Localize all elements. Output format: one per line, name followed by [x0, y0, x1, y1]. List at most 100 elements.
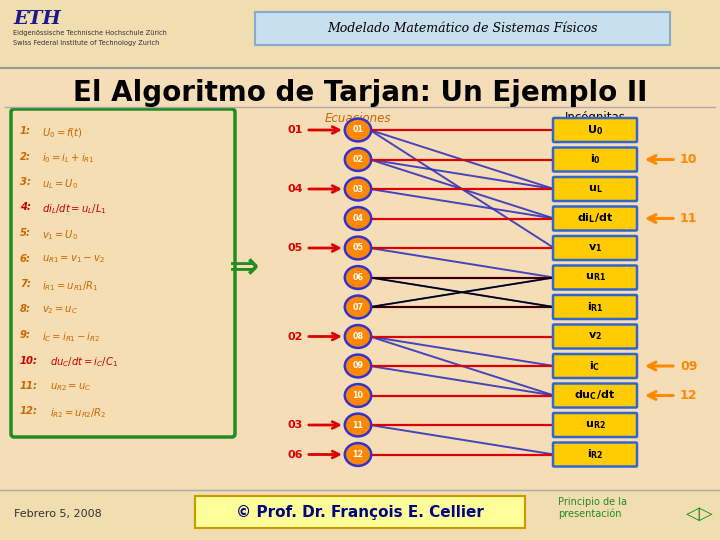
Text: 5:: 5: — [20, 228, 31, 238]
Text: $\mathbf{u_L}$: $\mathbf{u_L}$ — [588, 183, 603, 195]
FancyBboxPatch shape — [553, 354, 637, 378]
FancyBboxPatch shape — [553, 147, 637, 172]
Ellipse shape — [345, 325, 372, 348]
Ellipse shape — [345, 355, 372, 377]
Bar — [0, 68, 720, 488]
FancyBboxPatch shape — [553, 325, 637, 348]
Ellipse shape — [345, 266, 372, 289]
Ellipse shape — [345, 119, 372, 141]
Text: 05: 05 — [353, 244, 364, 253]
FancyBboxPatch shape — [553, 383, 637, 408]
Text: 08: 08 — [352, 332, 364, 341]
Text: $v_2 = u_C$: $v_2 = u_C$ — [42, 305, 78, 316]
Bar — [195, 496, 525, 528]
Text: 10:: 10: — [20, 355, 38, 366]
Text: $\mathbf{u_{R2}}$: $\mathbf{u_{R2}}$ — [585, 419, 606, 431]
Text: ETH: ETH — [13, 10, 60, 28]
Text: 10: 10 — [680, 153, 698, 166]
Ellipse shape — [345, 384, 372, 407]
Bar — [0, 0, 720, 68]
Text: 03: 03 — [288, 420, 303, 430]
FancyBboxPatch shape — [553, 177, 637, 201]
Ellipse shape — [345, 443, 372, 466]
Text: $u_{R2} = u_C$: $u_{R2} = u_C$ — [50, 381, 91, 393]
FancyBboxPatch shape — [553, 266, 637, 289]
Text: 04: 04 — [353, 214, 364, 223]
Bar — [255, 12, 670, 45]
Text: 05: 05 — [288, 243, 303, 253]
Text: $\mathbf{v_2}$: $\mathbf{v_2}$ — [588, 330, 602, 342]
Text: $di_L/dt = u_L / L_1$: $di_L/dt = u_L / L_1$ — [42, 202, 107, 217]
Text: 12: 12 — [680, 389, 698, 402]
Text: 12: 12 — [352, 450, 364, 459]
Text: $U_0 = f(t)$: $U_0 = f(t)$ — [42, 126, 83, 140]
Text: 07: 07 — [353, 302, 364, 312]
FancyBboxPatch shape — [553, 413, 637, 437]
Text: 09: 09 — [680, 360, 698, 373]
Text: $i_C = i_{R1} - i_{R2}$: $i_C = i_{R1} - i_{R2}$ — [42, 330, 100, 344]
Ellipse shape — [345, 414, 372, 436]
Text: $\mathbf{v_1}$: $\mathbf{v_1}$ — [588, 242, 602, 254]
Text: $\mathbf{i_C}$: $\mathbf{i_C}$ — [590, 359, 600, 373]
FancyBboxPatch shape — [553, 442, 637, 467]
Text: 12:: 12: — [20, 407, 38, 416]
Text: $i_0 = i_L + i_{R1}$: $i_0 = i_L + i_{R1}$ — [42, 152, 94, 165]
Text: 02: 02 — [287, 332, 303, 341]
Text: 11:: 11: — [20, 381, 38, 391]
Text: Modelado Matemático de Sistemas Físicos: Modelado Matemático de Sistemas Físicos — [327, 22, 598, 35]
Text: $i_{R2} = u_{R2} / R_2$: $i_{R2} = u_{R2} / R_2$ — [50, 407, 107, 420]
Text: 2:: 2: — [20, 152, 31, 161]
FancyBboxPatch shape — [553, 118, 637, 142]
Bar — [0, 490, 720, 540]
Text: 06: 06 — [353, 273, 364, 282]
Text: $\mathbf{i_0}$: $\mathbf{i_0}$ — [590, 153, 600, 166]
Text: 9:: 9: — [20, 330, 31, 340]
Text: $\mathbf{di_L/dt}$: $\mathbf{di_L/dt}$ — [577, 212, 613, 225]
FancyBboxPatch shape — [11, 109, 235, 437]
Text: $v_1 = U_0$: $v_1 = U_0$ — [42, 228, 78, 242]
Text: ⇒: ⇒ — [229, 251, 259, 285]
Text: 6:: 6: — [20, 253, 31, 264]
Text: 02: 02 — [352, 155, 364, 164]
Text: Swiss Federal Institute of Technology Zurich: Swiss Federal Institute of Technology Zu… — [13, 40, 159, 46]
Text: 1:: 1: — [20, 126, 31, 136]
Text: $u_L = U_0$: $u_L = U_0$ — [42, 177, 78, 191]
Ellipse shape — [345, 295, 372, 319]
Text: Principio de la
presentación: Principio de la presentación — [558, 497, 627, 519]
Text: 11: 11 — [680, 212, 698, 225]
Text: Eidgenössische Technische Hochschule Zürich: Eidgenössische Technische Hochschule Zür… — [13, 30, 167, 36]
FancyBboxPatch shape — [553, 295, 637, 319]
Ellipse shape — [345, 237, 372, 259]
Ellipse shape — [345, 148, 372, 171]
Text: Febrero 5, 2008: Febrero 5, 2008 — [14, 509, 102, 519]
Text: $\mathbf{i_{R2}}$: $\mathbf{i_{R2}}$ — [587, 448, 603, 461]
Text: 09: 09 — [353, 361, 364, 370]
Text: 11: 11 — [353, 421, 364, 429]
Text: $du_C/dt = i_C / C_1$: $du_C/dt = i_C / C_1$ — [50, 355, 118, 369]
Text: $u_{R1} = v_1 - v_2$: $u_{R1} = v_1 - v_2$ — [42, 253, 105, 265]
Text: Incógnitas: Incógnitas — [564, 111, 626, 125]
Text: 4:: 4: — [20, 202, 31, 213]
Text: $\mathbf{du_C/dt}$: $\mathbf{du_C/dt}$ — [575, 389, 616, 402]
FancyBboxPatch shape — [553, 206, 637, 231]
Text: $i_{R1} = u_{R1} / R_1$: $i_{R1} = u_{R1} / R_1$ — [42, 279, 99, 293]
Text: El Algoritmo de Tarjan: Un Ejemplo II: El Algoritmo de Tarjan: Un Ejemplo II — [73, 79, 647, 107]
Ellipse shape — [345, 207, 372, 230]
Text: 03: 03 — [353, 185, 364, 193]
Text: $\mathbf{i_{R1}}$: $\mathbf{i_{R1}}$ — [587, 300, 603, 314]
Text: 7:: 7: — [20, 279, 31, 289]
Text: © Prof. Dr. François E. Cellier: © Prof. Dr. François E. Cellier — [236, 504, 484, 519]
FancyBboxPatch shape — [553, 236, 637, 260]
Text: 01: 01 — [353, 125, 364, 134]
Text: ◁▷: ◁▷ — [686, 505, 714, 523]
Text: 06: 06 — [287, 449, 303, 460]
Text: Ecuaciones: Ecuaciones — [325, 111, 391, 125]
Text: 8:: 8: — [20, 305, 31, 314]
Text: 3:: 3: — [20, 177, 31, 187]
Text: 04: 04 — [287, 184, 303, 194]
Text: $\mathbf{U_0}$: $\mathbf{U_0}$ — [587, 123, 603, 137]
Text: $\mathbf{u_{R1}}$: $\mathbf{u_{R1}}$ — [585, 272, 606, 284]
Ellipse shape — [345, 178, 372, 200]
Text: 10: 10 — [353, 391, 364, 400]
Text: 01: 01 — [287, 125, 303, 135]
